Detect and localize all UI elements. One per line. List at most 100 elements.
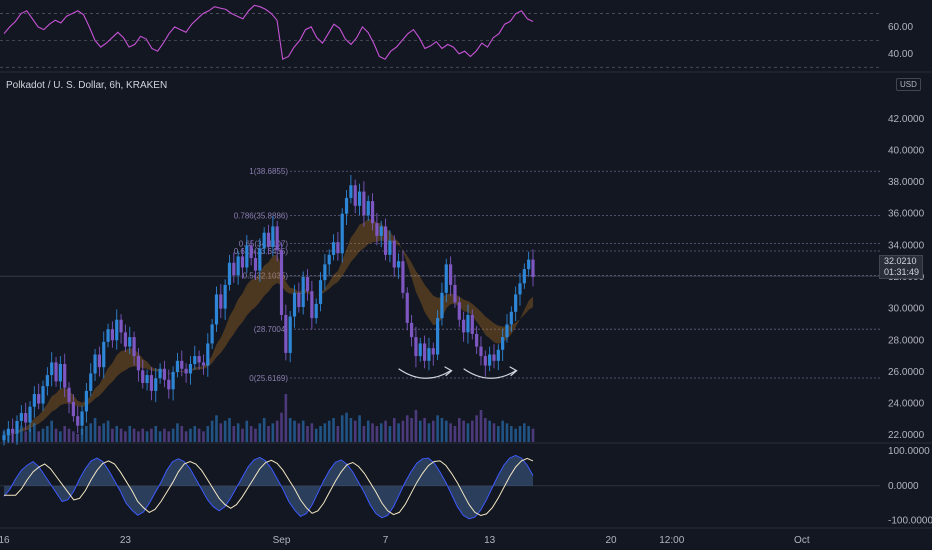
candle-body xyxy=(219,294,223,309)
volume-bar xyxy=(106,420,110,442)
volume-bar xyxy=(193,426,197,442)
volume-bar xyxy=(245,420,249,442)
volume-bar xyxy=(371,423,374,442)
annotation-arrowhead xyxy=(444,366,453,377)
candle-body xyxy=(327,254,331,265)
candle-body xyxy=(297,292,301,308)
volume-bar xyxy=(150,428,153,442)
candle-body xyxy=(444,264,448,293)
x-axis-tick: Oct xyxy=(794,535,810,546)
candle-body xyxy=(89,373,93,391)
volume-bar xyxy=(249,426,253,442)
candle-body xyxy=(336,242,340,254)
osc-line xyxy=(3,454,534,520)
candle-body xyxy=(41,386,45,404)
volume-bar xyxy=(457,418,461,442)
candle-body xyxy=(162,368,167,380)
candle-body xyxy=(275,226,279,251)
volume-bar xyxy=(59,431,62,442)
volume-bar xyxy=(297,423,301,442)
candle-body xyxy=(422,343,427,361)
volume-bar xyxy=(167,431,171,442)
volume-bar xyxy=(453,426,457,442)
volume-bar xyxy=(76,434,80,442)
candle-body xyxy=(119,319,123,333)
volume-bar xyxy=(254,428,257,442)
volume-bar xyxy=(228,418,231,442)
volume-bar xyxy=(236,423,240,442)
candle-body xyxy=(80,411,84,426)
candle-body xyxy=(314,303,318,319)
candle-body xyxy=(201,362,206,366)
volume-bar xyxy=(288,418,292,442)
candle-body xyxy=(249,245,253,259)
candle-body xyxy=(84,390,88,412)
volume-bar xyxy=(189,428,192,442)
volume-bar xyxy=(72,431,75,442)
volume-bar xyxy=(462,420,465,442)
candle-body xyxy=(102,341,106,368)
volume-bar xyxy=(314,428,318,442)
volume-bar xyxy=(67,428,71,442)
currency-button[interactable]: USD xyxy=(896,78,921,91)
volume-bar xyxy=(366,420,370,442)
candle-body xyxy=(353,185,357,206)
fib-level-label: (28.7004) xyxy=(254,325,289,334)
candle-body xyxy=(344,197,349,214)
candle-body xyxy=(71,401,75,417)
price-axis-tick: 42.0000 xyxy=(888,114,925,125)
volume-bar xyxy=(85,426,88,442)
volume-bar xyxy=(501,420,504,442)
volume-bar xyxy=(89,423,93,442)
candle-body xyxy=(154,378,158,391)
candle-body xyxy=(115,319,119,341)
candle-body xyxy=(457,302,461,320)
volume-bar xyxy=(479,410,483,442)
candle-body xyxy=(449,264,453,285)
candle-body xyxy=(37,394,41,404)
candle-body xyxy=(531,259,535,277)
volume-bar xyxy=(492,423,496,442)
candle-body xyxy=(236,256,240,276)
candle-body xyxy=(288,316,292,353)
volume-bar xyxy=(518,426,522,442)
candle-body xyxy=(466,314,470,333)
candle-body xyxy=(136,356,141,371)
candle-body xyxy=(401,261,405,293)
volume-bar xyxy=(510,426,513,442)
volume-bar xyxy=(115,426,119,442)
volume-bar xyxy=(293,420,296,442)
volume-bar xyxy=(154,426,158,442)
candle-body xyxy=(340,213,344,254)
candle-body xyxy=(462,319,466,333)
candle-body xyxy=(132,337,136,357)
candle-body xyxy=(370,201,375,224)
volume-bar xyxy=(111,428,114,442)
volume-bar xyxy=(258,423,262,442)
volume-bar xyxy=(132,428,136,442)
candle-body xyxy=(63,364,67,388)
volume-bar xyxy=(20,426,23,442)
price-axis-tick: 28.0000 xyxy=(888,335,925,346)
volume-bar xyxy=(176,423,179,442)
volume-bar xyxy=(219,423,223,442)
volume-bar xyxy=(28,428,32,442)
candle-body xyxy=(206,343,210,366)
candle-body xyxy=(383,226,388,255)
candle-body xyxy=(492,354,496,361)
osc-axis-tick: 100.0000 xyxy=(888,446,930,457)
volume-bar xyxy=(466,423,470,442)
candle-body xyxy=(483,356,487,366)
candle-body xyxy=(323,264,327,281)
candle-body xyxy=(431,348,435,355)
candle-body xyxy=(418,343,422,357)
candle-body xyxy=(518,283,522,295)
volume-bar xyxy=(470,420,474,442)
volume-bar xyxy=(137,431,140,442)
price-axis-tick: 24.0000 xyxy=(888,399,925,410)
candle-body xyxy=(110,329,115,341)
volume-bar xyxy=(206,426,210,442)
candle-body xyxy=(67,387,71,402)
volume-bar xyxy=(102,423,106,442)
